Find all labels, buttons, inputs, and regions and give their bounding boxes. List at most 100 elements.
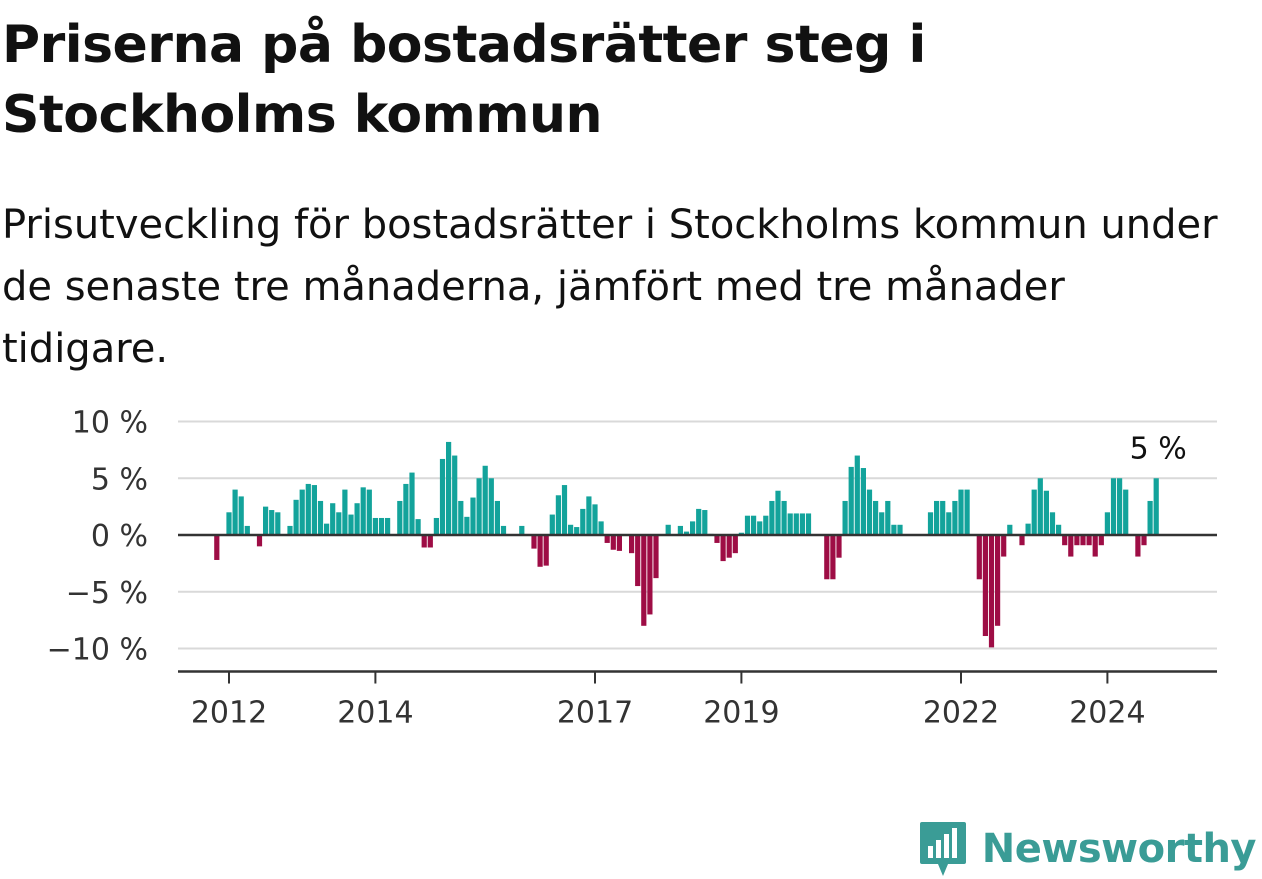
- bar: [555, 495, 561, 536]
- bar: [494, 500, 500, 535]
- bar: [696, 508, 702, 535]
- bar: [592, 504, 598, 535]
- bar: [354, 503, 360, 535]
- bar: [683, 531, 690, 535]
- bar: [403, 483, 409, 535]
- bar: [574, 527, 580, 535]
- bar: [409, 472, 415, 535]
- bar: [824, 535, 830, 580]
- bar: [836, 535, 842, 558]
- brand-name: Newsworthy: [981, 826, 1257, 872]
- bar: [452, 455, 458, 535]
- y-tick-label: 10 %: [72, 406, 148, 441]
- bar: [714, 535, 720, 543]
- bar: [488, 478, 494, 535]
- bar: [879, 512, 885, 535]
- bar: [1135, 535, 1141, 557]
- bar: [1043, 490, 1049, 535]
- newsworthy-logo-icon: [919, 822, 966, 876]
- bar: [1025, 523, 1031, 535]
- bar: [988, 535, 995, 648]
- bar: [732, 535, 738, 554]
- bar: [458, 500, 464, 535]
- y-tick-label: 0 %: [91, 519, 148, 554]
- y-tick-label: −10 %: [47, 633, 148, 668]
- bar: [324, 523, 330, 535]
- bar: [317, 500, 324, 535]
- last-value-label: 5 %: [1130, 431, 1187, 466]
- bar: [793, 513, 799, 535]
- bar: [1104, 512, 1110, 535]
- x-tick-label: 2014: [337, 696, 413, 730]
- bar: [641, 535, 647, 626]
- bar: [378, 517, 385, 535]
- bar: [635, 535, 641, 587]
- bar: [769, 500, 775, 535]
- bar: [873, 500, 879, 535]
- bar: [1019, 535, 1025, 546]
- y-tick-label: 5 %: [91, 462, 148, 497]
- bar: [421, 535, 427, 548]
- bar: [244, 525, 250, 535]
- bar: [342, 489, 348, 535]
- bar: [958, 489, 964, 535]
- bar: [940, 500, 946, 535]
- bar: [842, 500, 848, 535]
- y-tick-label: −5 %: [66, 576, 148, 611]
- bar: [866, 489, 873, 535]
- bar: [336, 512, 342, 535]
- bar: [1147, 500, 1153, 535]
- x-tick-label: 2024: [1069, 696, 1145, 730]
- bar: [287, 525, 293, 535]
- bar: [299, 489, 305, 535]
- bar: [1074, 535, 1080, 546]
- bar: [805, 513, 812, 535]
- x-tick-label: 2012: [191, 696, 267, 730]
- bar: [647, 535, 653, 615]
- bar: [214, 535, 220, 560]
- x-tick-label: 2022: [923, 696, 999, 730]
- x-tick-label: 2019: [703, 696, 779, 730]
- bar: [976, 535, 982, 580]
- bar: [751, 515, 757, 535]
- bar: [1117, 478, 1123, 535]
- newsworthy-brand: Newsworthy: [918, 819, 1257, 879]
- bar: [616, 535, 622, 551]
- bar: [464, 516, 470, 535]
- x-tick-label: 2017: [557, 696, 633, 730]
- bar: [952, 500, 958, 535]
- bar: [519, 525, 525, 535]
- bar: [885, 500, 891, 535]
- bar: [372, 517, 378, 535]
- bar: [610, 535, 616, 550]
- bar: [1007, 524, 1013, 535]
- bar: [415, 519, 421, 535]
- bar: [1110, 478, 1117, 535]
- bar: [1098, 535, 1104, 546]
- bar: [427, 535, 433, 548]
- bar: [1001, 535, 1007, 557]
- bar: [1080, 535, 1086, 546]
- bar: [537, 535, 543, 567]
- bar: [964, 489, 970, 535]
- bar: [1153, 478, 1159, 535]
- bar: [677, 525, 683, 535]
- bar: [561, 485, 568, 535]
- bar: [275, 512, 281, 535]
- bar: [397, 500, 403, 535]
- bar: [720, 535, 726, 562]
- bar: [848, 466, 854, 535]
- bar: [543, 535, 549, 566]
- bar: [726, 535, 732, 558]
- bar: [1049, 512, 1056, 535]
- bar: [256, 535, 263, 547]
- bar: [1062, 535, 1068, 546]
- bar: [787, 513, 793, 535]
- bar: [446, 441, 452, 535]
- bar: [360, 487, 366, 535]
- bar: [269, 510, 275, 535]
- bar: [781, 500, 787, 535]
- bar: [482, 465, 488, 535]
- bar: [366, 489, 372, 535]
- bar: [763, 515, 769, 535]
